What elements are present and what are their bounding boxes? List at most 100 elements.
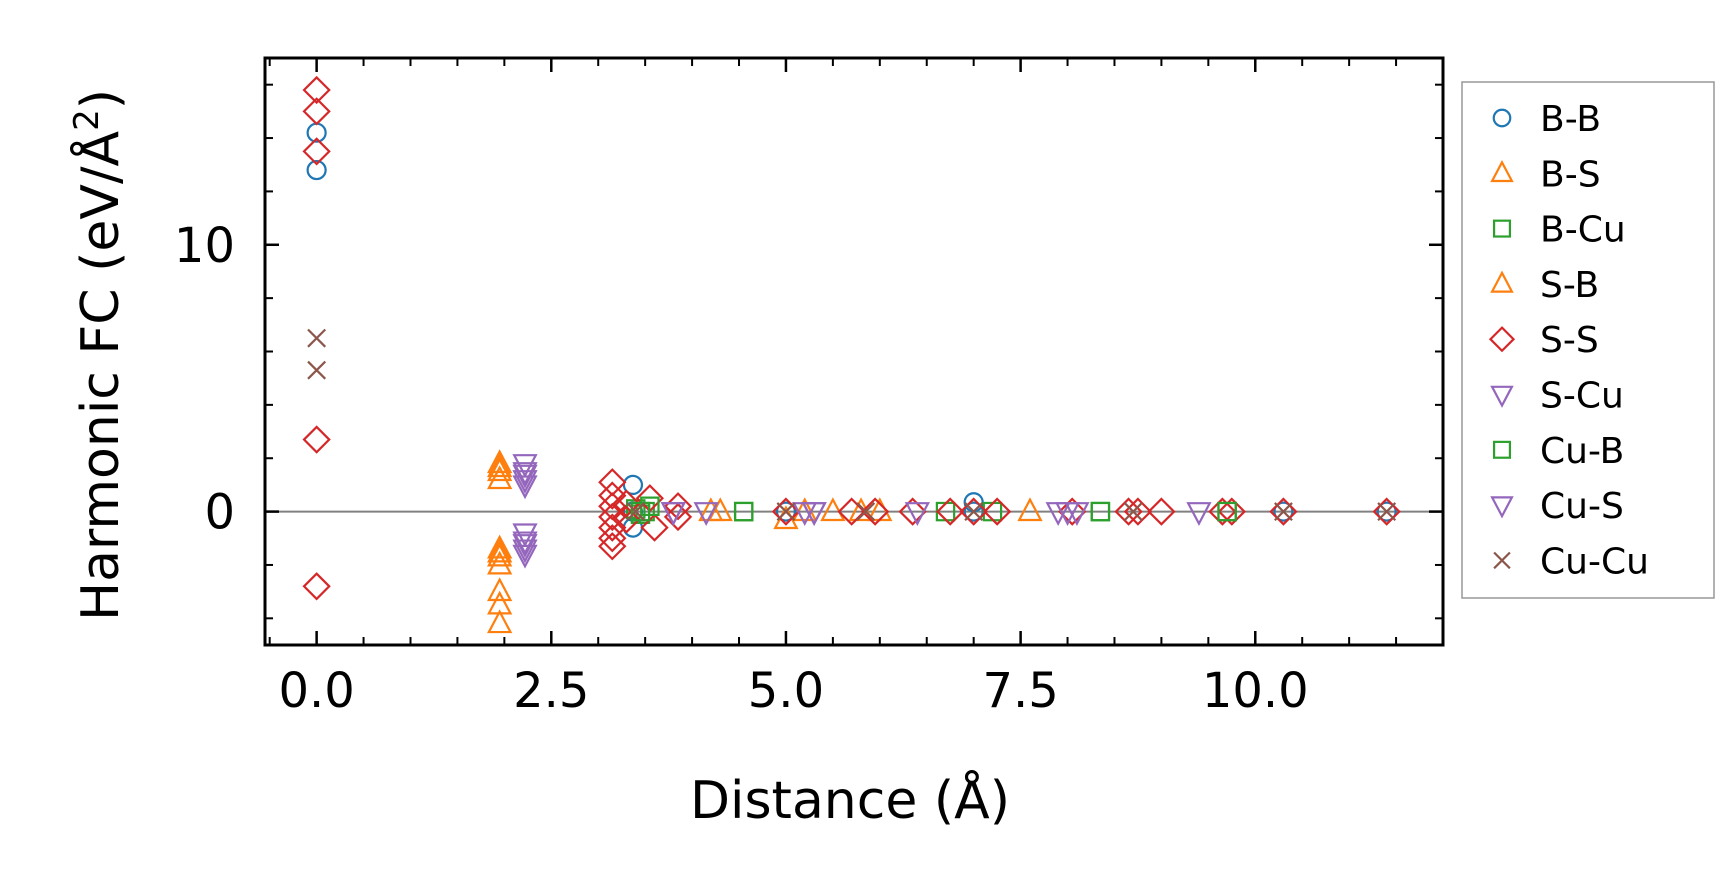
data-point: [982, 497, 1012, 526]
data-point: [598, 481, 627, 510]
data-point: [487, 457, 513, 482]
data-point: [1058, 497, 1087, 526]
ticks-layer: 0.0 2.5 5.0 7.5 10.0 0 10: [174, 58, 1444, 719]
data-point: [660, 502, 686, 526]
x-tick-label: 2.5: [513, 663, 589, 719]
y-axis-label: Harmonic FC (eV/Å2): [67, 89, 131, 621]
data-point: [1147, 497, 1176, 526]
data-point: [1274, 502, 1293, 522]
data-point: [936, 497, 965, 526]
data-point: [1269, 497, 1298, 526]
data-point: [512, 534, 538, 558]
legend-entry: S-Cu: [1490, 376, 1624, 417]
data-point: [487, 449, 513, 474]
data-point: [1123, 502, 1143, 522]
data-point: [1217, 501, 1237, 522]
data-point: [302, 137, 331, 166]
data-point: [307, 360, 327, 380]
data-point: [512, 539, 538, 564]
data-point: [640, 513, 669, 542]
y-tick-label: 0: [204, 485, 235, 541]
data-point: [775, 501, 797, 522]
data-point: [512, 462, 538, 486]
data-point: [487, 609, 513, 634]
data-point: [959, 497, 988, 526]
x-tick-label: 7.5: [982, 663, 1058, 719]
data-point: [487, 453, 513, 478]
data-point: [302, 97, 331, 126]
data-point: [487, 577, 513, 602]
data-point: [512, 464, 538, 489]
data-point: [856, 502, 876, 522]
legend-entry: B-B: [1492, 99, 1601, 140]
legend-entry: B-Cu: [1492, 210, 1626, 251]
legend-label: S-B: [1540, 265, 1599, 306]
legend-entry: Cu-Cu: [1493, 541, 1649, 582]
data-point: [302, 425, 331, 454]
data-point: [598, 492, 627, 521]
data-point: [792, 497, 818, 522]
data-point: [663, 492, 693, 521]
data-point: [612, 505, 641, 534]
data-point: [512, 531, 538, 556]
data-point: [1217, 497, 1246, 526]
legend-label: S-S: [1540, 320, 1599, 361]
series-cu-cu: [307, 328, 1397, 522]
y-axis-label-close: ): [71, 89, 131, 109]
data-point: [1090, 501, 1111, 522]
data-point: [1054, 502, 1081, 526]
data-point: [663, 502, 693, 532]
data-point: [733, 501, 754, 522]
y-axis-label-main: Harmonic FC (eV/Å: [69, 130, 131, 621]
x-tick-label: 5.0: [748, 663, 824, 719]
x-axis-label: Distance (Å): [690, 769, 1010, 831]
x-tick-label: 10.0: [1202, 663, 1309, 719]
data-point: [776, 502, 796, 522]
legend: B-B B-S B-Cu S-B S-S S-Cu Cu-B Cu-S Cu-Cu: [1461, 81, 1715, 599]
data-point: [512, 544, 538, 569]
data-point: [904, 502, 930, 526]
legend-marker: [1492, 219, 1512, 238]
data-point: [1372, 497, 1401, 526]
data-point: [598, 532, 627, 561]
data-point: [598, 524, 627, 553]
data-point: [487, 550, 513, 575]
data-point: [860, 497, 890, 526]
data-point: [963, 501, 984, 522]
data-point: [1376, 501, 1397, 522]
data-point: [1186, 502, 1212, 526]
legend-label: Cu-Cu: [1540, 541, 1649, 582]
data-point: [1017, 497, 1043, 522]
data-point: [612, 489, 641, 518]
legend-marker: [1490, 159, 1514, 183]
data-point: [512, 475, 538, 500]
data-point: [302, 75, 331, 105]
data-point: [1208, 497, 1237, 526]
legend-label: B-B: [1540, 99, 1601, 140]
legend-label: B-Cu: [1540, 210, 1626, 251]
legend-marker: [1492, 108, 1512, 128]
legend-entry: B-S: [1490, 154, 1601, 195]
legend-label: Cu-B: [1540, 431, 1624, 472]
series-s-s: [302, 75, 1401, 601]
legend-marker: [1490, 385, 1514, 408]
data-point: [302, 572, 331, 601]
legend-entry: S-B: [1490, 265, 1599, 306]
legend-entry: Cu-B: [1492, 431, 1624, 472]
data-point: [487, 538, 513, 563]
data-point: [801, 502, 827, 526]
data-point: [698, 497, 724, 522]
data-point: [1377, 502, 1397, 522]
y-tick-label: 10: [174, 218, 235, 274]
legend-label: B-S: [1540, 154, 1601, 195]
data-point: [512, 470, 538, 494]
series-cu-s: [512, 464, 1081, 558]
data-point: [771, 497, 801, 526]
legend-marker: [1490, 270, 1514, 293]
x-tick-label: 0.0: [278, 663, 354, 719]
legend-marker: [1493, 551, 1511, 570]
data-point: [964, 502, 984, 522]
data-point: [306, 159, 327, 181]
